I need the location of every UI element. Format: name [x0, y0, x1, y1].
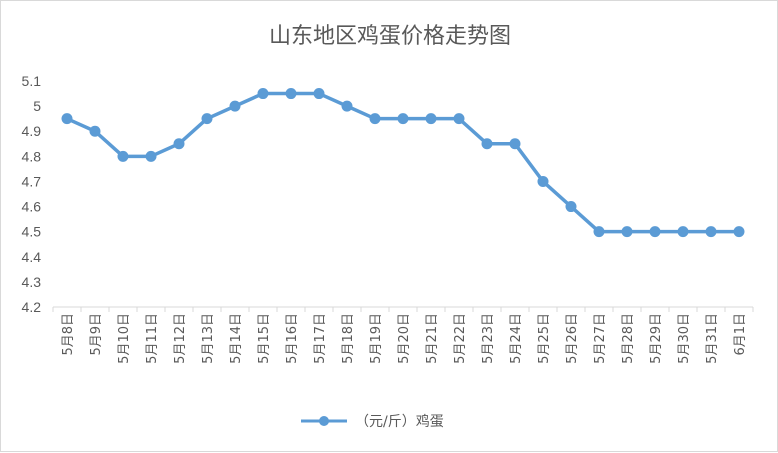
x-tick-label: 5月12日 [173, 313, 188, 364]
y-tick-label: 4.9 [22, 123, 42, 139]
data-point [117, 150, 129, 162]
y-tick-label: 4.5 [22, 224, 42, 240]
x-tick-label: 5月25日 [537, 313, 552, 364]
data-point [593, 226, 605, 238]
y-tick-label: 4.7 [22, 173, 42, 189]
x-tick-label: 5月30日 [677, 313, 692, 364]
x-tick-label: 5月21日 [425, 313, 440, 364]
y-tick-label: 4.3 [22, 274, 42, 290]
legend-marker-swatch [319, 416, 329, 426]
x-axis: 5月8日 5月9日 5月10日 5月11日 5月12日 5月13日 5月14日 5月15日 5月… [52, 306, 754, 364]
x-tick-label: 5月20日 [397, 313, 412, 364]
data-point [733, 226, 745, 238]
x-tick-label: 5月29日 [649, 313, 664, 364]
data-point [341, 100, 353, 112]
data-point [565, 201, 577, 213]
x-tick-label: 5月18日 [341, 313, 356, 364]
data-point [453, 113, 465, 125]
data-point [201, 113, 213, 125]
data-point [173, 138, 185, 150]
data-point [481, 138, 493, 150]
data-point [705, 226, 717, 238]
y-tick-label: 4.6 [22, 199, 42, 215]
y-tick-label: 4.8 [22, 148, 42, 164]
data-point [313, 88, 325, 100]
data-point [537, 175, 549, 187]
x-tick-label: 5月27日 [593, 313, 608, 364]
x-tick-label: 5月10日 [117, 313, 132, 364]
x-tick-label: 5月13日 [201, 313, 216, 364]
legend-label: （元/斤）鸡蛋 [355, 413, 444, 430]
y-tick-label: 4.2 [22, 299, 42, 315]
y-tick-label: 5 [33, 98, 41, 114]
data-point [229, 100, 241, 112]
data-point [145, 150, 157, 162]
chart-title: 山东地区鸡蛋价格走势图 [269, 24, 511, 49]
x-tick-label: 5月23日 [481, 313, 496, 364]
x-tick-label: 5月8日 [61, 313, 76, 356]
data-point [397, 113, 409, 125]
y-tick-label: 5.1 [22, 73, 42, 89]
x-tick-label: 5月31日 [705, 313, 720, 364]
x-tick-label: 5月11日 [145, 313, 160, 364]
x-tick-label: 5月28日 [621, 313, 636, 364]
x-tick-label: 6月1日 [733, 313, 748, 356]
x-tick-label: 5月24日 [509, 313, 524, 364]
data-point [677, 226, 689, 238]
data-point [369, 113, 381, 125]
x-tick-label: 5月19日 [369, 313, 384, 364]
legend: （元/斤）鸡蛋 [301, 413, 444, 430]
data-point [89, 125, 101, 137]
data-point [285, 88, 297, 100]
data-point [621, 226, 633, 238]
x-tick-label: 5月16日 [285, 313, 300, 364]
data-point [649, 226, 661, 238]
data-point [61, 113, 73, 125]
x-tick-label: 5月9日 [89, 313, 104, 356]
y-axis: 4.2 4.3 4.4 4.5 4.6 4.7 4.8 4.9 5 5.1 [22, 73, 42, 315]
x-tick-label: 5月14日 [229, 313, 244, 364]
y-tick-label: 4.4 [22, 249, 42, 265]
data-point [425, 113, 437, 125]
x-tick-label: 5月26日 [565, 313, 580, 364]
x-tick-label: 5月17日 [313, 313, 328, 364]
data-point [509, 138, 521, 150]
x-tick-label: 5月22日 [453, 313, 468, 364]
plot-area [61, 88, 745, 238]
x-tick-label: 5月15日 [257, 313, 272, 364]
data-point [257, 88, 269, 100]
